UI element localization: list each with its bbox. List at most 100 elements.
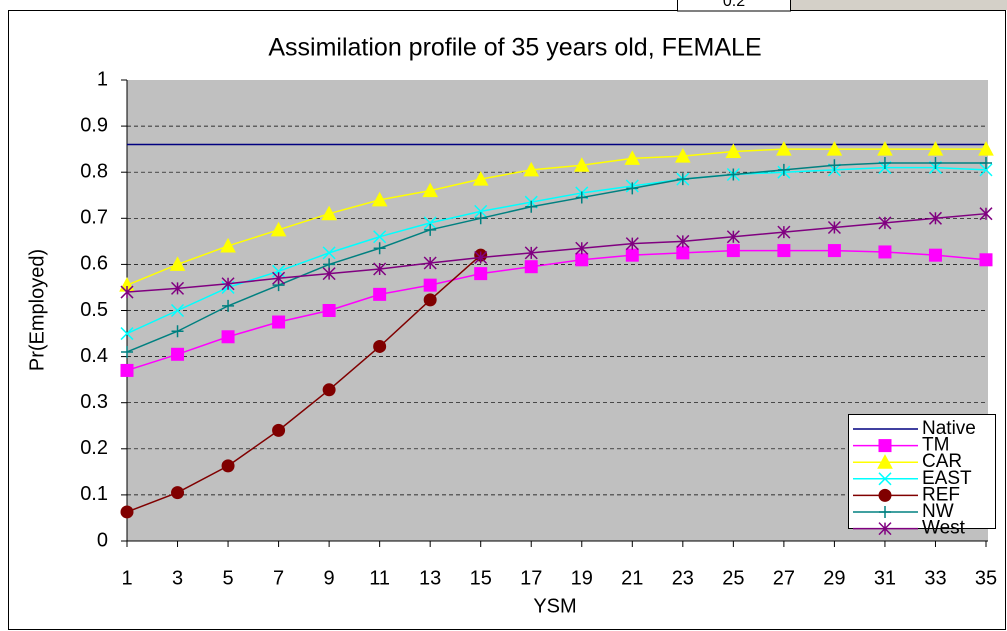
marker <box>978 141 994 156</box>
marker <box>777 163 790 176</box>
fragment-text: 0.2 <box>723 0 745 10</box>
marker <box>322 383 336 397</box>
legend-label: EAST <box>922 468 972 489</box>
marker <box>220 237 236 253</box>
marker <box>120 327 134 341</box>
x-tick-label: 5 <box>222 567 233 589</box>
marker <box>322 304 336 317</box>
marker <box>373 339 387 353</box>
marker <box>575 191 588 204</box>
marker <box>272 423 286 437</box>
marker <box>928 211 943 225</box>
marker <box>474 212 487 225</box>
x-tick-label: 29 <box>823 567 845 589</box>
marker <box>777 244 791 258</box>
y-tick-label: 0.4 <box>80 345 108 367</box>
fragment-box <box>677 0 791 12</box>
marker <box>878 216 892 230</box>
marker <box>423 256 437 270</box>
x-tick-label: 17 <box>520 567 542 589</box>
legend-label: CAR <box>922 451 962 472</box>
marker <box>676 246 690 260</box>
marker <box>575 241 589 255</box>
fragment-bg <box>791 0 1007 10</box>
marker <box>523 161 540 177</box>
marker <box>827 244 841 258</box>
marker <box>171 325 184 338</box>
marker <box>373 287 387 301</box>
marker <box>423 278 437 292</box>
x-tick-label: 31 <box>874 567 896 589</box>
marker <box>222 299 235 312</box>
y-tick-label: 0.6 <box>80 253 108 275</box>
x-tick-label: 23 <box>672 567 694 589</box>
y-tick-label: 1 <box>97 68 108 90</box>
chart-title: Assimilation profile of 35 years old, FE… <box>268 34 761 62</box>
marker <box>221 459 235 473</box>
marker <box>725 143 742 158</box>
y-tick-label: 0.5 <box>80 299 108 321</box>
x-tick-label: 33 <box>924 567 946 589</box>
marker <box>625 248 639 262</box>
marker <box>524 260 538 274</box>
series-line <box>126 254 482 513</box>
marker <box>474 267 488 281</box>
marker <box>979 253 993 267</box>
marker <box>371 191 388 207</box>
x-tick-label: 19 <box>571 567 593 589</box>
y-tick-label: 0.7 <box>80 207 108 229</box>
x-tick-label: 25 <box>722 567 744 589</box>
series-line <box>126 249 987 372</box>
marker <box>727 168 740 181</box>
marker <box>878 245 892 259</box>
marker <box>525 200 538 213</box>
marker <box>171 347 185 361</box>
marker <box>170 281 185 295</box>
marker <box>625 237 639 251</box>
marker <box>121 345 133 358</box>
marker <box>322 267 336 281</box>
marker <box>878 488 892 502</box>
x-tick-label: 21 <box>621 567 643 589</box>
marker <box>573 157 590 172</box>
marker <box>927 141 944 156</box>
series-line <box>126 166 987 335</box>
marker <box>171 486 185 500</box>
x-tick-label: 1 <box>121 567 132 589</box>
marker <box>474 250 488 265</box>
marker <box>776 141 792 156</box>
marker <box>980 156 992 169</box>
marker <box>878 472 892 486</box>
y-tick-label: 0.3 <box>80 391 108 413</box>
x-tick-label: 27 <box>773 567 795 589</box>
marker <box>626 182 639 195</box>
marker <box>120 285 134 299</box>
marker <box>472 171 489 186</box>
x-tick-label: 9 <box>324 567 335 589</box>
x-tick-label: 15 <box>470 567 492 589</box>
marker <box>878 156 891 169</box>
x-tick-label: 35 <box>975 567 997 589</box>
series-line <box>126 162 986 353</box>
marker <box>474 204 488 218</box>
series-line <box>126 212 987 293</box>
marker <box>979 163 993 177</box>
marker <box>979 207 993 221</box>
y-tick-label: 0.9 <box>80 114 108 136</box>
marker <box>674 148 691 163</box>
y-tick-label: 0.8 <box>80 160 108 182</box>
legend-box <box>848 414 996 529</box>
marker <box>726 230 740 244</box>
y-tick-label: 0.1 <box>80 483 108 505</box>
marker <box>928 248 942 262</box>
marker <box>676 234 690 248</box>
x-tick-label: 11 <box>369 567 390 589</box>
x-tick-label: 13 <box>419 567 441 589</box>
x-tick-label: 7 <box>273 567 284 589</box>
marker <box>878 522 892 536</box>
marker <box>877 141 893 156</box>
legend-label: TM <box>922 435 949 456</box>
legend-label: West <box>922 518 966 539</box>
